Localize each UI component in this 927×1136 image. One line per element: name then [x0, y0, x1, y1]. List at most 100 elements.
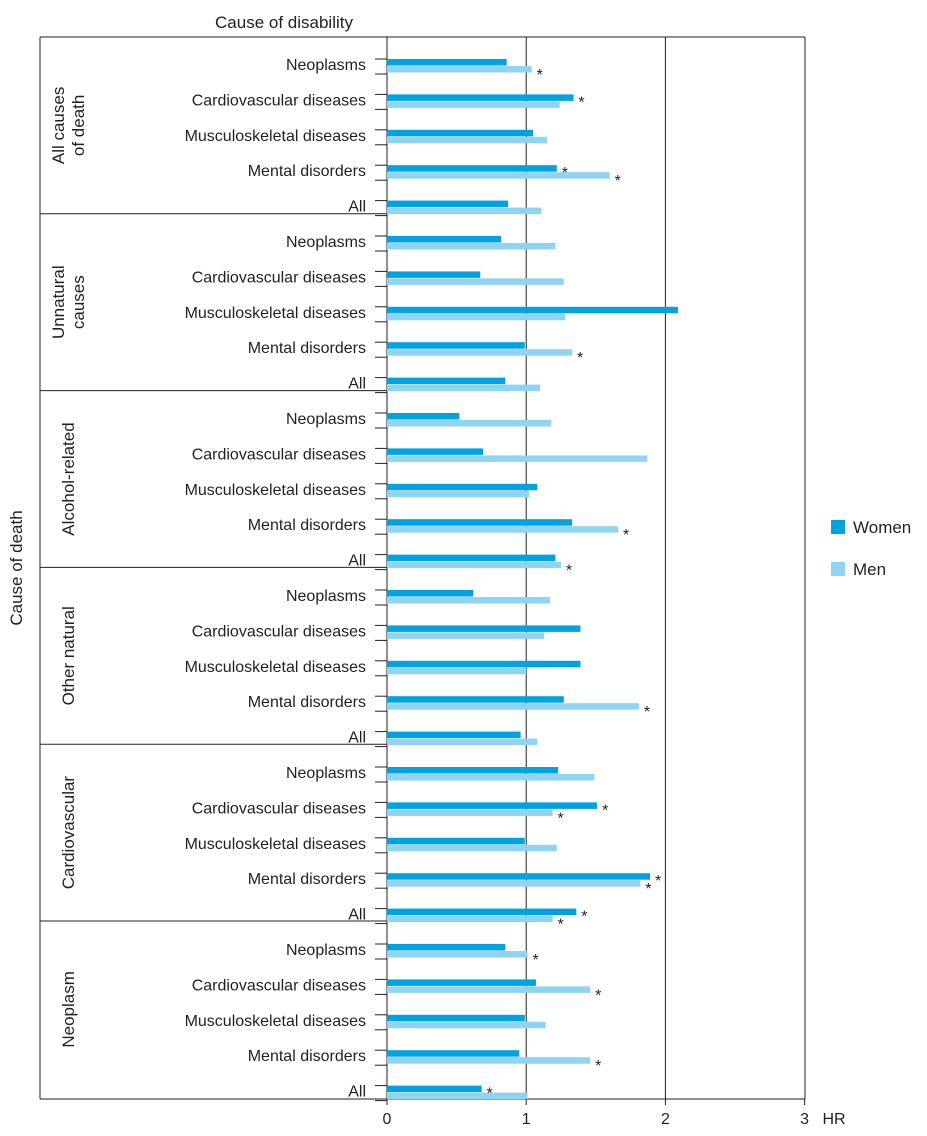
bar-men — [387, 774, 595, 781]
significance-marker-men: * — [595, 1058, 601, 1075]
bar-women — [387, 236, 502, 243]
bar-men — [387, 1021, 546, 1029]
bar-women — [387, 129, 534, 137]
bar-women — [387, 413, 460, 420]
row-label: Neoplasms — [286, 411, 366, 428]
row-label: Cardiovascular diseases — [192, 269, 366, 286]
row-label: Musculoskeletal diseases — [185, 659, 366, 676]
bar-women — [387, 590, 474, 597]
bar-women — [387, 767, 559, 774]
bar-men — [387, 136, 548, 144]
y-axis-title: Cause of death — [7, 510, 26, 625]
row-label: Cardiovascular diseases — [192, 446, 366, 463]
bar-women — [387, 696, 564, 703]
row-label: Mental disorders — [248, 694, 366, 711]
group-label: All causes — [49, 87, 68, 164]
group-label: Unnatural — [49, 265, 68, 339]
bar-women — [387, 1050, 520, 1057]
row-label: Neoplasms — [286, 942, 366, 959]
bar-men — [387, 172, 610, 179]
row-label: Musculoskeletal diseases — [185, 482, 366, 499]
row-label: Mental disorders — [248, 517, 366, 534]
legend-swatch-women — [831, 520, 845, 534]
group-label: causes — [69, 275, 88, 329]
bar-men — [387, 809, 553, 816]
group-label: Cardiovascular — [59, 776, 78, 890]
significance-marker-women: * — [487, 1086, 493, 1103]
group-label: of death — [69, 95, 88, 156]
bar-men — [387, 490, 529, 498]
x-tick-label: 3 — [800, 1111, 809, 1128]
bar-men — [387, 632, 545, 639]
bar-men — [387, 738, 538, 746]
bar-men — [387, 951, 528, 958]
row-label: Musculoskeletal diseases — [185, 836, 366, 853]
bar-men — [387, 703, 639, 710]
row-label: Neoplasms — [286, 57, 366, 74]
bar-women — [387, 271, 481, 278]
group-label: Alcohol-related — [59, 422, 78, 535]
bar-women — [387, 342, 525, 349]
row-label: Cardiovascular diseases — [192, 92, 366, 109]
bar-women — [387, 660, 581, 668]
bar-men — [387, 1057, 591, 1064]
significance-marker-women: * — [578, 94, 584, 111]
bar-women — [387, 554, 556, 562]
legend-label: Women — [853, 518, 911, 537]
chart-title: Cause of disability — [215, 13, 353, 32]
legend-swatch-men — [831, 562, 845, 576]
group-label: Other natural — [59, 606, 78, 705]
bar-men — [387, 986, 591, 993]
x-tick-label: 2 — [661, 1111, 670, 1128]
bar-women — [387, 200, 509, 208]
legend-label: Men — [853, 560, 886, 579]
bar-men — [387, 597, 550, 604]
row-label: Musculoskeletal diseases — [185, 305, 366, 322]
bar-men — [387, 915, 553, 923]
row-label: Neoplasms — [286, 588, 366, 605]
significance-marker-men: * — [558, 810, 564, 827]
x-tick-label: 0 — [383, 1111, 392, 1128]
x-tick-label: 1 — [522, 1111, 531, 1128]
bar-women — [387, 306, 678, 314]
significance-marker-men: * — [577, 350, 583, 367]
bar-women — [387, 873, 651, 880]
bar-women — [387, 59, 507, 66]
row-label: All — [348, 376, 366, 393]
bar-men — [387, 880, 641, 887]
significance-marker-men: * — [623, 527, 629, 544]
row-label: All — [348, 199, 366, 216]
bar-women — [387, 625, 581, 632]
row-label: Musculoskeletal diseases — [185, 128, 366, 145]
row-label: Cardiovascular diseases — [192, 800, 366, 817]
bar-women — [387, 802, 598, 809]
significance-marker-women: * — [562, 165, 568, 182]
row-label: Cardiovascular diseases — [192, 977, 366, 994]
bar-men — [387, 420, 552, 427]
bar-women — [387, 1014, 525, 1022]
significance-marker-men: * — [532, 952, 538, 969]
row-label: Mental disorders — [248, 871, 366, 888]
x-axis-title: HR — [822, 1111, 845, 1128]
bar-women — [387, 519, 573, 526]
significance-marker-men: * — [644, 704, 650, 721]
bar-women — [387, 944, 506, 951]
row-label: Musculoskeletal diseases — [185, 1013, 366, 1030]
bar-women — [387, 979, 536, 986]
significance-marker-women: * — [602, 802, 608, 819]
row-label: All — [348, 907, 366, 924]
significance-marker-men: * — [645, 881, 651, 898]
row-label: Cardiovascular diseases — [192, 623, 366, 640]
row-label: All — [348, 1084, 366, 1101]
bar-women — [387, 483, 538, 491]
bar-women — [387, 908, 577, 916]
bar-men — [387, 1092, 528, 1100]
bar-men — [387, 313, 566, 321]
row-label: Mental disorders — [248, 1048, 366, 1065]
bar-women — [387, 837, 525, 845]
bar-women — [387, 94, 574, 101]
bar-men — [387, 844, 557, 852]
bar-men — [387, 278, 564, 285]
group-label: Neoplasm — [59, 971, 78, 1048]
